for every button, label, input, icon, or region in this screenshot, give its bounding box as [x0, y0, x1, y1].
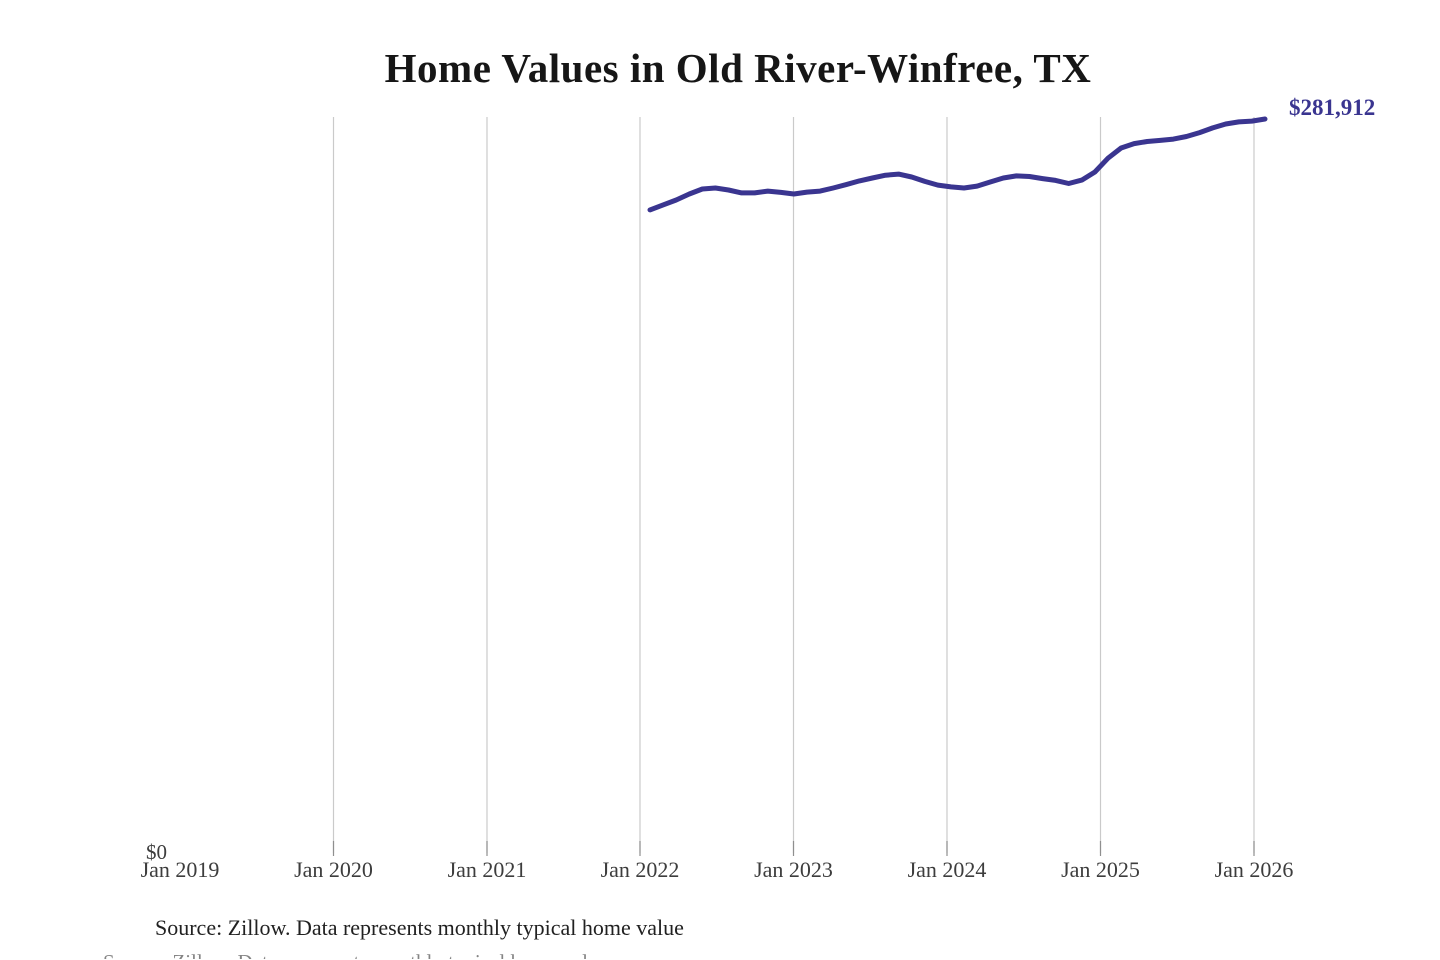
clipped-text-strip: Source: Zillow. Data represents monthly … — [103, 950, 748, 959]
x-axis-ticks — [332, 841, 1255, 856]
gridlines — [332, 117, 1255, 853]
x-axis-label-jan-2023: Jan 2023 — [754, 857, 833, 882]
home-value-line — [647, 116, 1268, 213]
x-axis-label-jan-2026: Jan 2026 — [1214, 857, 1294, 882]
chart-title: Home Values in Old River-Winfree, TX — [384, 45, 1092, 91]
x-axis-label-jan-2025: Jan 2025 — [1061, 857, 1140, 882]
x-axis-label-jan-2020: Jan 2020 — [294, 857, 373, 882]
x-axis-label-jan-2024: Jan 2024 — [907, 857, 987, 882]
y-axis-zero-label: $0 — [146, 840, 167, 864]
clipped-text: Source: Zillow. Data represents monthly … — [103, 950, 748, 959]
source-note: Source: Zillow. Data represents monthly … — [155, 915, 684, 940]
end-value-label: $281,912 — [1289, 95, 1376, 120]
x-axis-label-jan-2022: Jan 2022 — [600, 857, 680, 882]
x-axis-label-jan-2019: Jan 2019 — [140, 857, 220, 882]
x-axis-label-jan-2021: Jan 2021 — [447, 857, 527, 882]
